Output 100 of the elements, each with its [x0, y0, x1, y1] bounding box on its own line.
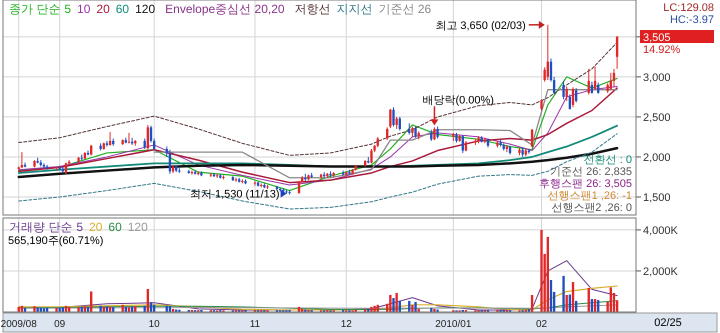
- bar: [90, 291, 92, 312]
- y-tick-label: 1,500: [643, 192, 671, 204]
- candlestick: [108, 132, 112, 146]
- bar: [568, 294, 572, 312]
- bar: [530, 294, 534, 312]
- bar: [36, 307, 39, 312]
- bar: [574, 300, 578, 312]
- legend-item: 종가 단순: [9, 2, 60, 16]
- candlestick: [462, 134, 464, 154]
- bar: [99, 306, 102, 312]
- x-tick-label: 10: [148, 319, 160, 330]
- bar: [58, 308, 61, 312]
- y-tick-label: 3,000: [643, 72, 671, 84]
- x-tick-label: 09: [54, 319, 66, 330]
- bar: [588, 288, 590, 312]
- legend-item: 120: [128, 220, 148, 234]
- candlestick: [411, 126, 414, 138]
- annotation: 최저 1,530 (11/13): [190, 188, 280, 201]
- legend-item: 60: [108, 220, 122, 234]
- candlestick: [521, 146, 524, 158]
- candlestick: [574, 88, 578, 103]
- candlestick: [20, 152, 24, 169]
- candlestick: [546, 24, 549, 81]
- annotation: 선행스팬2 ,26: 0: [551, 202, 632, 214]
- bar: [108, 306, 112, 312]
- candlestick: [144, 138, 146, 150]
- annotation: 기준선 26: 2,835: [550, 166, 632, 178]
- legend-item: 20: [96, 2, 110, 16]
- candlestick: [568, 94, 572, 110]
- bar: [395, 292, 398, 312]
- bar: [546, 236, 549, 312]
- candlestick: [398, 116, 401, 132]
- candlestick: [566, 86, 568, 102]
- candlestick: [430, 129, 432, 142]
- bar: [389, 294, 392, 312]
- candlestick: [610, 72, 612, 91]
- candlestick: [389, 108, 392, 129]
- annotation: 최고 3,650 (02/03): [435, 20, 526, 32]
- x-tick-label: 12: [340, 319, 352, 330]
- bar: [376, 304, 379, 312]
- candlestick: [168, 149, 172, 174]
- candlestick: [616, 36, 618, 70]
- legend-item: Envelope중심선 20,20: [165, 2, 285, 16]
- bar: [590, 299, 594, 312]
- line-series: [18, 285, 618, 311]
- candlestick: [590, 81, 594, 94]
- bar: [398, 300, 401, 312]
- legend-item: 20: [89, 220, 102, 234]
- legend-item: 기준선 26: [378, 2, 432, 16]
- bar: [62, 307, 64, 312]
- legend-item: 지지선: [336, 2, 373, 16]
- candlestick: [90, 144, 92, 156]
- legend-item: 5: [64, 2, 72, 16]
- x-tick-label: 2010/01: [435, 319, 472, 330]
- text: 02/25: [654, 317, 682, 329]
- bar: [130, 306, 134, 312]
- bar: [152, 304, 156, 312]
- bar: [102, 306, 105, 312]
- legend-item: 120: [135, 2, 156, 16]
- legend-item: 60: [116, 2, 130, 16]
- bar: [430, 308, 432, 312]
- annotation: 후행스팬 26: 3,505: [539, 178, 632, 190]
- candlestick: [376, 136, 379, 148]
- bar: [411, 305, 414, 312]
- x-tick-label: 11: [250, 319, 261, 330]
- text: 3,505: [643, 32, 671, 44]
- bar: [112, 307, 114, 312]
- bar: [408, 300, 410, 312]
- bar: [166, 306, 168, 312]
- text: LC:129.08: [663, 2, 714, 14]
- legend-item: 10: [77, 2, 90, 16]
- annotation: 전환선 : 0: [584, 154, 632, 166]
- candlestick: [146, 124, 150, 150]
- text: HC:-3.97: [670, 14, 714, 26]
- bar: [68, 306, 70, 312]
- bar: [144, 306, 146, 312]
- bar: [168, 306, 172, 312]
- candlestick: [597, 82, 600, 94]
- bar: [46, 308, 48, 312]
- bar: [121, 304, 124, 312]
- legend-item: 저항선: [294, 2, 331, 16]
- y-tick-label: 2,000K: [643, 266, 679, 278]
- candlestick: [588, 68, 590, 95]
- candlestick: [408, 122, 410, 136]
- bar: [597, 300, 600, 312]
- x-tick-label: 02: [536, 319, 548, 330]
- bar: [20, 306, 24, 312]
- bar: [146, 289, 150, 312]
- y-tick-label: 2,500: [643, 112, 671, 124]
- candlestick: [530, 128, 534, 148]
- legend-item: 거래량 단순: [9, 220, 72, 234]
- y-tick-label: 2,000: [643, 152, 671, 164]
- bar: [124, 306, 127, 312]
- bar: [80, 306, 83, 312]
- y-tick-label: 4,000K: [643, 224, 679, 237]
- candlestick: [386, 126, 388, 141]
- bar: [106, 306, 108, 312]
- bar: [134, 306, 136, 312]
- bar: [373, 306, 376, 312]
- annotation: 565,190주(60.71%): [8, 235, 104, 247]
